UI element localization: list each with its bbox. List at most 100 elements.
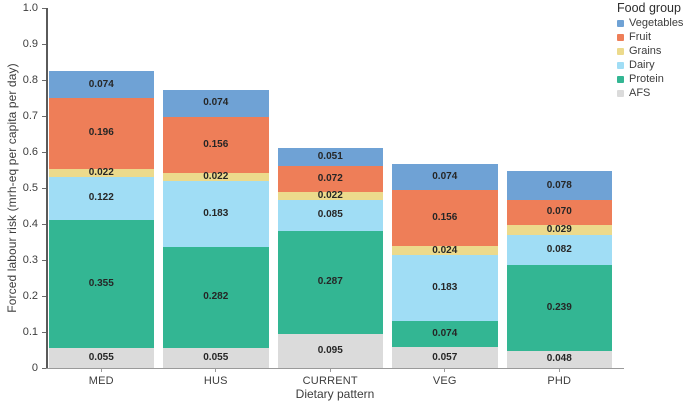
x-axis-title: Dietary pattern bbox=[295, 387, 375, 401]
segment-value-label: 0.057 bbox=[432, 351, 458, 363]
bar-segment-grains: 0.022 bbox=[163, 170, 269, 182]
segment-value-label: 0.287 bbox=[317, 276, 343, 288]
stacked-bar-hus: 0.074 0.156 0.022 0.183 0.282 0.055 bbox=[163, 90, 269, 368]
bar-segment-protein: 0.287 bbox=[277, 230, 383, 334]
segment-value-label: 0.156 bbox=[432, 212, 458, 224]
x-category-hus: HUS bbox=[163, 368, 269, 387]
legend-swatch-afs bbox=[617, 90, 624, 97]
y-tick-label: 0.1 bbox=[22, 326, 38, 338]
segment-value-label: 0.055 bbox=[203, 352, 229, 364]
legend-item-afs: AFS bbox=[617, 87, 683, 100]
legend-label: Dairy bbox=[629, 59, 655, 71]
plot-area: 0 0.1 0.2 0.3 0.4 0.5 0.6 0.7 0.8 0.9 1.0 0.074 0.1… bbox=[23, 2, 624, 387]
y-tick-mark bbox=[42, 367, 46, 369]
legend-items: Vegetables Fruit Grains Dairy Protein AFS bbox=[617, 17, 683, 100]
legend-label: Fruit bbox=[629, 31, 651, 43]
y-tick-label: 0.7 bbox=[22, 110, 38, 122]
stacked-bar-current: 0.051 0.072 0.022 0.085 0.287 0.095 bbox=[277, 147, 383, 368]
legend-swatch-dairy bbox=[617, 62, 624, 69]
segment-value-label: 0.022 bbox=[317, 189, 343, 201]
bar-segment-grains: 0.022 bbox=[48, 166, 154, 178]
bar-segment-protein: 0.239 bbox=[506, 264, 612, 351]
segment-value-label: 0.196 bbox=[88, 127, 114, 139]
y-tick-mark bbox=[42, 295, 46, 297]
bar-segment-protein: 0.282 bbox=[163, 246, 269, 349]
x-tick-mark bbox=[329, 368, 331, 372]
y-tick-label: 0.3 bbox=[22, 254, 38, 266]
segment-value-label: 0.239 bbox=[546, 301, 572, 313]
segment-value-label: 0.051 bbox=[317, 150, 343, 162]
bar-segment-dairy: 0.085 bbox=[277, 199, 383, 231]
bar-segment-afs: 0.057 bbox=[392, 347, 498, 368]
y-tick-label: 0.8 bbox=[22, 74, 38, 86]
bar-segment-protein: 0.074 bbox=[392, 320, 498, 348]
y-tick-mark bbox=[42, 259, 46, 261]
y-tick-mark bbox=[42, 79, 46, 81]
legend-label: Vegetables bbox=[629, 17, 684, 29]
x-tick-mark bbox=[100, 368, 102, 372]
x-category-label: CURRENT bbox=[302, 375, 358, 387]
bar-segment-vegetables: 0.074 bbox=[163, 90, 269, 117]
bar-segment-vegetables: 0.074 bbox=[392, 163, 498, 191]
legend-label: Grains bbox=[629, 45, 662, 57]
legend-item-vegetables: Vegetables bbox=[617, 17, 683, 30]
bar-segment-fruit: 0.196 bbox=[48, 98, 154, 169]
segment-value-label: 0.074 bbox=[432, 328, 458, 340]
segment-value-label: 0.183 bbox=[432, 281, 458, 293]
x-axis-line bbox=[46, 367, 624, 369]
bar-segment-protein: 0.355 bbox=[48, 220, 154, 349]
x-tick-mark bbox=[215, 368, 217, 372]
legend-swatch-fruit bbox=[617, 34, 624, 41]
x-category-label: HUS bbox=[203, 375, 228, 387]
x-category-current: CURRENT bbox=[278, 368, 384, 387]
segment-value-label: 0.122 bbox=[88, 192, 114, 204]
stacked-bar-phd: 0.078 0.070 0.029 0.082 0.239 0.048 bbox=[506, 171, 612, 368]
x-tick-mark bbox=[444, 368, 446, 372]
bar-segment-fruit: 0.156 bbox=[163, 116, 269, 173]
x-tick-mark bbox=[558, 368, 560, 372]
bar-segment-fruit: 0.156 bbox=[392, 190, 498, 247]
segment-value-label: 0.085 bbox=[317, 209, 343, 221]
segment-value-label: 0.022 bbox=[203, 170, 229, 182]
legend-swatch-grains bbox=[617, 48, 624, 55]
x-category-label: PHD bbox=[547, 375, 572, 387]
legend: Food group Vegetables Fruit Grains Dairy Pro… bbox=[617, 1, 683, 101]
bar-segment-grains: 0.022 bbox=[277, 189, 383, 201]
legend-swatch-protein bbox=[617, 76, 624, 83]
segment-value-label: 0.282 bbox=[203, 291, 229, 303]
legend-swatch-vegetables bbox=[617, 20, 624, 27]
bars-container: 0.074 0.196 0.022 0.122 0.355 0.055 0.074 0.156… bbox=[48, 8, 612, 368]
legend-item-protein: Protein bbox=[617, 73, 683, 86]
bar-segment-grains: 0.024 bbox=[392, 244, 498, 256]
bar-segment-fruit: 0.070 bbox=[506, 199, 612, 225]
bar-segment-dairy: 0.183 bbox=[163, 180, 269, 247]
x-category-phd: PHD bbox=[507, 368, 613, 387]
y-tick-label: 0.6 bbox=[22, 146, 38, 158]
y-tick-mark bbox=[42, 115, 46, 117]
bar-segment-vegetables: 0.051 bbox=[277, 147, 383, 167]
legend-item-dairy: Dairy bbox=[617, 59, 683, 72]
segment-value-label: 0.022 bbox=[88, 166, 114, 178]
bar-segment-afs: 0.095 bbox=[277, 333, 383, 368]
y-tick-mark bbox=[42, 223, 46, 225]
segment-value-label: 0.078 bbox=[546, 179, 572, 191]
stacked-bar-veg: 0.074 0.156 0.024 0.183 0.074 0.057 bbox=[392, 163, 498, 368]
segment-value-label: 0.024 bbox=[432, 244, 458, 256]
x-category-label: VEG bbox=[432, 375, 457, 387]
segment-value-label: 0.074 bbox=[432, 170, 458, 182]
x-category-label: MED bbox=[88, 375, 114, 387]
y-tick-mark bbox=[42, 331, 46, 333]
bar-segment-vegetables: 0.078 bbox=[506, 171, 612, 200]
x-category-med: MED bbox=[49, 368, 155, 387]
bar-segment-fruit: 0.072 bbox=[277, 166, 383, 192]
segment-value-label: 0.055 bbox=[88, 352, 114, 364]
y-tick-label: 0.4 bbox=[22, 218, 38, 230]
legend-item-fruit: Fruit bbox=[617, 31, 683, 44]
y-tick-label: 0 bbox=[31, 362, 38, 374]
x-axis-categories: MED HUS CURRENT VEG PHD bbox=[48, 368, 613, 387]
segment-value-label: 0.072 bbox=[317, 173, 343, 185]
legend-label: Protein bbox=[629, 73, 664, 85]
y-axis-line bbox=[46, 8, 48, 368]
segment-value-label: 0.156 bbox=[203, 138, 229, 150]
bar-segment-afs: 0.055 bbox=[163, 348, 269, 368]
